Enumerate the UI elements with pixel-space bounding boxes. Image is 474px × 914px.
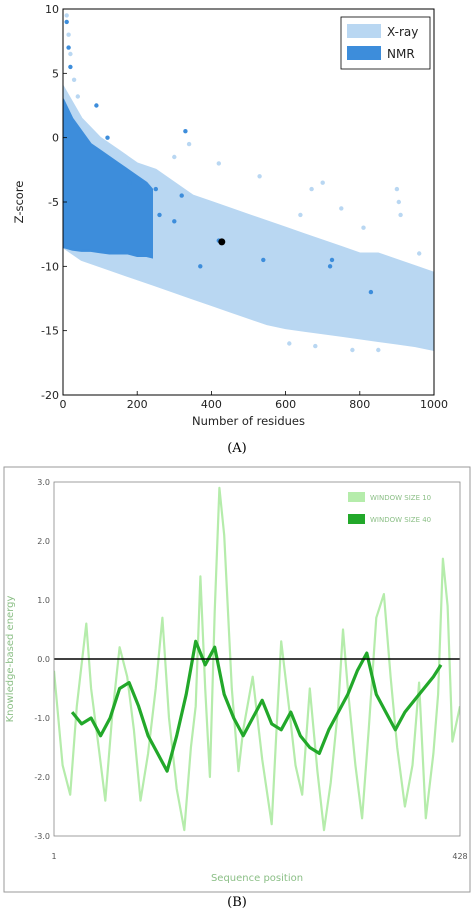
- panel-a-y-tick-label: 10: [45, 3, 59, 16]
- panel-b-y-tick-label: -3.0: [34, 832, 50, 841]
- scatter-point-xray-5: [172, 154, 177, 160]
- density-band-nmr: [63, 98, 153, 259]
- scatter-point-xray-14: [394, 186, 400, 192]
- query-structure-point: [218, 238, 226, 246]
- scatter-point-xray-15: [396, 199, 401, 205]
- panel-a-x-axis-label: Number of residues: [192, 414, 305, 428]
- scatter-point-nmr-6: [153, 186, 158, 192]
- scatter-point-xray-1: [66, 32, 71, 37]
- panel-a-x-tick-label: 600: [275, 398, 296, 411]
- legend-swatch-nmr: [347, 46, 381, 60]
- scatter-point-nmr-11: [198, 264, 203, 269]
- scatter-point-nmr-0: [64, 19, 69, 25]
- panel-b-ticks: 3.0 2.0 1.0 0.0 -1.0 -2.0 -3.0 1 428: [34, 478, 467, 861]
- panel-a-y-tick-label: -20: [41, 389, 59, 402]
- series-line-window-size-10: [54, 486, 460, 832]
- panel-b-y-tick-label: -2.0: [34, 773, 50, 782]
- scatter-point-xray-20: [313, 343, 318, 349]
- panel-b-data-marks: [54, 486, 460, 832]
- panel-a-x-tick-label: 0: [60, 398, 67, 411]
- scatter-point-nmr-8: [172, 219, 177, 224]
- legend-label-nmr: NMR: [387, 47, 415, 61]
- panel-b-legend: WINDOW SIZE 10 WINDOW SIZE 40: [348, 492, 431, 524]
- scatter-point-xray-18: [428, 289, 433, 295]
- scatter-point-xray-3: [71, 77, 77, 83]
- scatter-point-nmr-1: [66, 45, 71, 50]
- panel-a-x-tick-label: 800: [349, 398, 370, 411]
- legend-swatch-window-size-40: [348, 514, 365, 524]
- panel-b-y-tick-label: -1.0: [34, 714, 50, 723]
- scatter-point-xray-0: [64, 13, 69, 18]
- scatter-point-xray-11: [320, 180, 325, 185]
- panel-a-y-tick-label: 5: [52, 67, 59, 80]
- panel-a-x-tick-label: 200: [127, 398, 148, 411]
- panel-b-plot-frame: [53, 481, 461, 837]
- panel-a-y-tick-label: 0: [52, 132, 59, 145]
- scatter-point-xray-6: [186, 141, 192, 147]
- scatter-point-xray-16: [398, 212, 403, 218]
- panel-b-y-tick-label: 2.0: [37, 537, 50, 546]
- panel-b-y-tick-label: 0.0: [37, 655, 50, 664]
- scatter-point-nmr-13: [261, 257, 266, 263]
- panel-a-data-marks: [63, 13, 434, 353]
- panel-a-x-tick-label: 400: [201, 398, 222, 411]
- scatter-point-xray-7: [216, 161, 221, 166]
- scatter-point-nmr-4: [105, 135, 110, 140]
- panel-a-ticks: 0 200 400 600 800 1000 10 5 0 -5 -10 -15 -20: [41, 3, 448, 411]
- panel-b-x-tick-label: 428: [452, 852, 467, 861]
- scatter-point-xray-10: [309, 186, 314, 192]
- panel-a-y-tick-label: -10: [41, 260, 59, 273]
- legend-label-xray: X-ray: [387, 25, 418, 39]
- scatter-point-xray-22: [376, 347, 381, 353]
- panel-b-x-axis-label: Sequence position: [211, 873, 303, 884]
- scatter-point-xray-17: [417, 251, 422, 256]
- panel-a-zscore-plot: 0 200 400 600 800 1000 10 5 0 -5 -10 -15 -20 Number …: [12, 3, 448, 456]
- scatter-point-xray-12: [339, 206, 344, 211]
- legend-swatch-xray: [347, 24, 381, 38]
- scatter-point-xray-19: [287, 341, 292, 346]
- panel-a-y-tick-label: -15: [41, 325, 59, 338]
- legend-swatch-window-size-10: [348, 492, 365, 502]
- scatter-point-nmr-2: [68, 64, 73, 70]
- scatter-point-xray-9: [298, 212, 303, 218]
- panel-b-y-tick-label: 3.0: [37, 478, 50, 487]
- panel-a-y-tick-label: -5: [48, 196, 59, 209]
- panel-a-clipped-marks: [63, 13, 434, 353]
- panel-a-x-tick-label: 1000: [420, 398, 448, 411]
- scatter-point-xray-2: [68, 51, 73, 57]
- density-band-xray: [63, 84, 434, 352]
- panel-b-y-tick-label: 1.0: [37, 596, 50, 605]
- panel-b-energy-plot: 3.0 2.0 1.0 0.0 -1.0 -2.0 -3.0 1 428 Sequence po…: [3, 466, 471, 910]
- scatter-point-nmr-10: [183, 129, 188, 134]
- scatter-point-xray-21: [350, 347, 355, 353]
- scatter-point-nmr-14: [327, 264, 333, 269]
- legend-label-window-size-10: WINDOW SIZE 10: [370, 494, 431, 502]
- scatter-point-xray-4: [75, 94, 81, 99]
- scatter-point-nmr-16: [368, 289, 374, 295]
- panel-a-caption-label: (A): [227, 441, 247, 456]
- scatter-point-nmr-3: [94, 103, 99, 108]
- scatter-point-nmr-7: [157, 212, 162, 218]
- panel-b-outer-frame: [3, 466, 471, 893]
- panel-a-y-axis-label: Z-score: [12, 181, 26, 224]
- series-line-window-size-40: [70, 639, 443, 773]
- scatter-point-xray-8: [257, 174, 262, 179]
- scatter-point-nmr-9: [179, 193, 184, 198]
- panel-b-y-axis-label: Knowledge-based energy: [5, 596, 16, 723]
- panel-b-x-tick-label: 1: [51, 852, 56, 861]
- panel-b-caption-label: (B): [227, 895, 247, 910]
- scatter-point-xray-13: [361, 225, 366, 230]
- legend-label-window-size-40: WINDOW SIZE 40: [370, 516, 431, 524]
- scatter-point-nmr-5: [127, 180, 132, 185]
- panel-b-clipped-marks: [54, 486, 460, 832]
- scatter-point-nmr-15: [329, 257, 335, 263]
- panel-a-legend: X-ray NMR: [340, 16, 431, 70]
